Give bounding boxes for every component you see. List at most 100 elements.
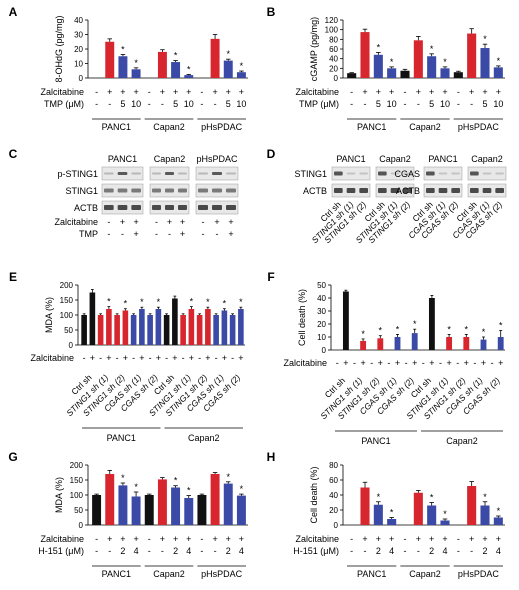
row-value-G-1-0: - bbox=[95, 534, 98, 544]
row-value-G-2-3: 4 bbox=[134, 546, 139, 556]
row-value-B-2-6: 5 bbox=[429, 99, 434, 109]
y-axis-label-H: Cell death (%) bbox=[309, 466, 319, 523]
significance-star-F-13: * bbox=[447, 324, 451, 334]
bar-B-7 bbox=[440, 68, 450, 78]
row-value-E-1-9: + bbox=[156, 353, 161, 363]
row-value-C-1-3: - bbox=[155, 217, 158, 227]
bar-A-6 bbox=[171, 62, 181, 78]
row-value-A-2-11: 10 bbox=[236, 99, 246, 109]
row-value-F-1-6: - bbox=[387, 358, 390, 368]
group-label-B-1: Capan2 bbox=[409, 122, 441, 132]
row-value-B-1-0: - bbox=[350, 87, 353, 97]
row-value-E-1-19: + bbox=[238, 353, 243, 363]
row-value-G-2-4: - bbox=[148, 546, 151, 556]
blot-band-C-1-2-0 bbox=[198, 188, 208, 193]
blot-band-label-C-2: ACTB bbox=[74, 203, 98, 213]
panel-letter-C: C bbox=[9, 147, 18, 161]
bar-A-2 bbox=[118, 56, 128, 78]
row-value-F-1-13: + bbox=[446, 358, 451, 368]
row-value-C-2-5: + bbox=[180, 229, 185, 239]
row-value-G-2-9: - bbox=[214, 546, 217, 556]
row-value-A-1-9: + bbox=[212, 87, 217, 97]
y-axis-label-F: Cell death (%) bbox=[297, 289, 307, 346]
blot-band-D-sting-1-1-2 bbox=[403, 188, 412, 193]
blot-band-C-0-0-1 bbox=[117, 172, 128, 175]
significance-star-B-7: * bbox=[443, 57, 447, 67]
blot-column-D-sting-0: PANC1 bbox=[336, 154, 365, 164]
row-value-C-2-8: + bbox=[228, 229, 233, 239]
row-value-E-1-1: + bbox=[90, 353, 95, 363]
row-value-A-2-10: 5 bbox=[226, 99, 231, 109]
bar-B-5 bbox=[413, 40, 423, 78]
row-value-C-2-2: + bbox=[134, 229, 139, 239]
blot-band-D-sting-0-0-2 bbox=[359, 172, 368, 175]
significance-star-E-19: * bbox=[239, 297, 243, 307]
row-value-G-1-8: - bbox=[200, 534, 203, 544]
bar-H-1 bbox=[360, 487, 370, 525]
panel-letter-G: G bbox=[8, 450, 17, 464]
blot-band-C-1-0-1 bbox=[117, 188, 128, 193]
significance-star-H-7: * bbox=[443, 509, 447, 519]
row-label-A-2: TMP (μM) bbox=[44, 99, 84, 109]
row-label-F-1: Zalcitabine bbox=[283, 358, 327, 368]
row-value-F-1-7: + bbox=[395, 358, 400, 368]
row-value-B-1-1: + bbox=[362, 87, 367, 97]
row-label-G-2: H-151 (μM) bbox=[38, 546, 84, 556]
significance-star-G-3: * bbox=[134, 482, 138, 492]
row-value-E-1-16: - bbox=[215, 353, 218, 363]
y-tick-label-E: 100 bbox=[60, 311, 74, 320]
row-value-G-1-7: + bbox=[186, 534, 191, 544]
row-value-A-2-8: - bbox=[200, 99, 203, 109]
panel-letter-H: H bbox=[267, 450, 276, 464]
significance-star-H-6: * bbox=[430, 493, 434, 503]
row-value-A-1-2: + bbox=[120, 87, 125, 97]
bar-E-7 bbox=[139, 309, 145, 345]
row-label-C-1: Zalcitabine bbox=[54, 217, 98, 227]
row-value-A-1-11: + bbox=[239, 87, 244, 97]
bar-G-6 bbox=[171, 487, 181, 525]
bar-E-6 bbox=[130, 315, 137, 345]
panel-letter-E: E bbox=[9, 270, 17, 284]
significance-star-E-7: * bbox=[140, 297, 144, 307]
row-value-A-2-3: 10 bbox=[131, 99, 141, 109]
significance-star-G-11: * bbox=[240, 484, 244, 494]
row-value-F-1-18: - bbox=[491, 358, 494, 368]
y-tick-label-F: 0 bbox=[322, 346, 327, 355]
row-value-F-1-17: + bbox=[481, 358, 486, 368]
significance-star-E-5: * bbox=[124, 299, 128, 309]
blot-band-D-cgas-0-1-1 bbox=[482, 172, 492, 175]
bar-E-10 bbox=[163, 315, 170, 345]
blot-column-C-1: Capan2 bbox=[154, 154, 186, 164]
row-value-C-1-4: + bbox=[167, 217, 172, 227]
bar-G-5 bbox=[157, 479, 167, 525]
y-axis-label-B: cGAMP (pg/mg) bbox=[309, 17, 319, 81]
row-value-F-1-5: + bbox=[378, 358, 383, 368]
row-value-F-1-2: - bbox=[353, 358, 356, 368]
row-value-H-2-5: - bbox=[417, 546, 420, 556]
blot-band-C-2-2-1 bbox=[212, 205, 222, 210]
row-label-G-1: Zalcitabine bbox=[40, 534, 84, 544]
significance-star-F-7: * bbox=[396, 324, 400, 334]
bar-G-0 bbox=[92, 495, 102, 525]
blot-band-C-2-0-0 bbox=[104, 205, 114, 210]
bar-E-1 bbox=[89, 292, 96, 345]
y-tick-label-B: 100 bbox=[325, 26, 339, 35]
group-label-F-0: PANC1 bbox=[361, 436, 390, 446]
significance-star-E-17: * bbox=[223, 299, 227, 309]
row-value-A-1-7: + bbox=[186, 87, 191, 97]
blot-column-D-cgas-0: PANC1 bbox=[428, 154, 457, 164]
row-value-F-1-0: - bbox=[336, 358, 339, 368]
y-tick-label-F: 40 bbox=[317, 294, 326, 303]
y-tick-label-B: 60 bbox=[329, 45, 338, 54]
row-value-H-1-11: + bbox=[496, 534, 501, 544]
row-value-E-1-3: + bbox=[106, 353, 111, 363]
row-value-G-2-7: 4 bbox=[186, 546, 191, 556]
blot-band-D-sting-1-0-1 bbox=[346, 188, 356, 193]
row-value-E-1-8: - bbox=[149, 353, 152, 363]
bar-H-11 bbox=[493, 517, 503, 525]
row-value-B-2-9: - bbox=[470, 99, 473, 109]
bar-E-0 bbox=[81, 315, 87, 345]
blot-band-D-cgas-0-0-0 bbox=[426, 171, 435, 176]
panel-letter-A: A bbox=[9, 5, 18, 19]
